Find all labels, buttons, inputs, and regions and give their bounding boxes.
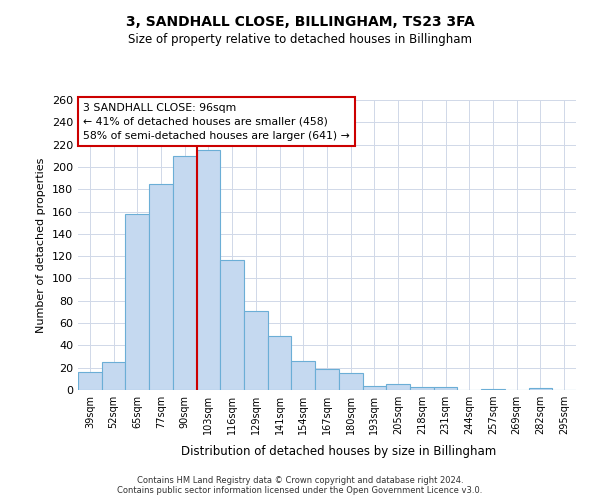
Bar [434, 386, 457, 390]
Bar [268, 336, 292, 390]
Bar [78, 372, 102, 390]
Bar [481, 389, 505, 390]
Bar [315, 369, 339, 390]
Bar [529, 388, 552, 390]
Bar [339, 374, 362, 390]
Text: 3 SANDHALL CLOSE: 96sqm
← 41% of detached houses are smaller (458)
58% of semi-d: 3 SANDHALL CLOSE: 96sqm ← 41% of detache… [83, 103, 350, 141]
Bar [292, 361, 315, 390]
Text: 3, SANDHALL CLOSE, BILLINGHAM, TS23 3FA: 3, SANDHALL CLOSE, BILLINGHAM, TS23 3FA [125, 15, 475, 29]
Bar [410, 386, 434, 390]
Bar [149, 184, 173, 390]
Bar [244, 311, 268, 390]
Text: Size of property relative to detached houses in Billingham: Size of property relative to detached ho… [128, 32, 472, 46]
Bar [197, 150, 220, 390]
Text: Distribution of detached houses by size in Billingham: Distribution of detached houses by size … [181, 444, 497, 458]
Text: Contains HM Land Registry data © Crown copyright and database right 2024.: Contains HM Land Registry data © Crown c… [137, 476, 463, 485]
Y-axis label: Number of detached properties: Number of detached properties [37, 158, 46, 332]
Bar [173, 156, 197, 390]
Bar [362, 386, 386, 390]
Bar [125, 214, 149, 390]
Text: Contains public sector information licensed under the Open Government Licence v3: Contains public sector information licen… [118, 486, 482, 495]
Bar [102, 362, 125, 390]
Bar [220, 260, 244, 390]
Bar [386, 384, 410, 390]
